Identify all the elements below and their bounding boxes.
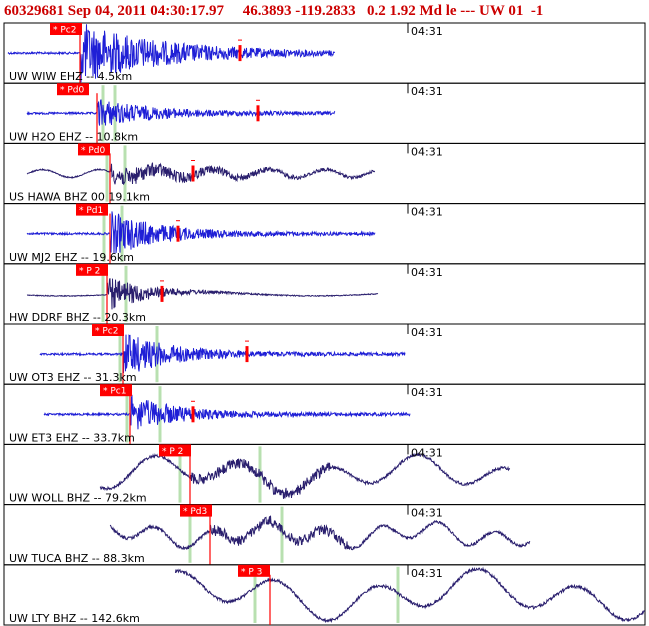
s-pick-marker[interactable]: [238, 45, 242, 62]
event-loc-code: le ---: [445, 3, 476, 19]
trace-panel[interactable]: * P 2 04:31 UW WOLL BHZ -- 79.2km: [3, 443, 646, 506]
pick-label: * Pd3: [183, 507, 207, 517]
station-label: UW H2O EHZ -- 10.8km: [9, 130, 138, 143]
waveform-trace: [43, 394, 411, 430]
event-network: UW: [479, 3, 505, 19]
event-mag-type: Md: [419, 3, 442, 19]
time-label: 04:31: [411, 507, 443, 520]
station-label: UW ET3 EHZ -- 33.7km: [9, 431, 135, 444]
pick-label-box[interactable]: [180, 504, 212, 517]
trace-panel[interactable]: * Pd0 04:31 US HAWA BHZ 00 19.1km: [3, 142, 646, 205]
station-label: HW DDRF BHZ -- 20.3km: [9, 311, 146, 324]
event-datetime: Sep 04, 2011 04:30:17.97: [67, 3, 225, 19]
pick-label: * Pd1: [79, 206, 103, 216]
pick-label-box[interactable]: [76, 203, 108, 216]
waveform-trace: [99, 451, 511, 499]
station-label: UW MJ2 EHZ -- 19.6km: [9, 251, 134, 264]
trace-panel[interactable]: * Pd0 04:31 UW H2O EHZ -- 10.8km: [3, 82, 646, 144]
trace-panel[interactable]: * P 3 04:31 UW LTY BHZ -- 142.6km: [3, 564, 646, 626]
trace-panel[interactable]: * Pd3 04:31 UW TUCA BHZ -- 88.3km: [3, 504, 646, 566]
station-label: UW OT3 EHZ -- 31.3km: [9, 371, 137, 384]
pick-label-box[interactable]: [50, 23, 82, 35]
time-label: 04:31: [411, 85, 443, 98]
event-version: 01: [508, 3, 524, 19]
pick-label: * P 3: [241, 567, 262, 577]
waveform-trace: [26, 162, 376, 185]
s-pick-marker[interactable]: [176, 225, 180, 242]
trace-panel[interactable]: * Pd1 04:31 UW MJ2 EHZ -- 19.6km: [3, 203, 646, 265]
pick-label-box[interactable]: [159, 444, 191, 457]
pick-label-box[interactable]: [78, 143, 110, 156]
pick-label-box[interactable]: [92, 324, 124, 336]
time-label: 04:31: [411, 567, 443, 580]
station-label: US HAWA BHZ 00 19.1km: [9, 191, 150, 204]
time-label: 04:31: [411, 326, 443, 339]
s-pick-marker[interactable]: [245, 346, 249, 363]
pick-label: * Pc2: [95, 327, 118, 337]
pick-label: * P 2: [79, 266, 100, 276]
s-pick-marker[interactable]: [160, 285, 164, 302]
event-depth: 0.2: [366, 3, 386, 19]
event-extra: -1: [530, 3, 544, 19]
waveform-trace: [39, 334, 406, 374]
waveform-trace: [26, 211, 376, 254]
pick-label-box[interactable]: [76, 263, 108, 276]
event-lon: -119.2833: [295, 3, 356, 19]
waveform-trace: [7, 24, 336, 83]
time-label: 04:31: [411, 386, 443, 399]
waveform-trace: [174, 566, 646, 624]
time-label: 04:31: [411, 25, 443, 38]
pick-label-box[interactable]: [100, 384, 132, 397]
pick-label: * P 2: [162, 447, 183, 457]
time-label: 04:31: [411, 446, 443, 459]
trace-panel[interactable]: * P 2 04:31 HW DDRF BHZ -- 20.3km: [3, 263, 646, 325]
event-magnitude: 1.92: [389, 3, 416, 19]
s-pick-marker[interactable]: [191, 165, 195, 182]
pick-label-box[interactable]: [57, 83, 89, 96]
event-id: 60329681: [4, 3, 64, 19]
panel-frame: [3, 564, 646, 626]
s-pick-marker[interactable]: [191, 406, 195, 423]
waveform-trace: [26, 278, 379, 310]
event-header: 60329681 Sep 04, 2011 04:30:17.97 46.389…: [4, 3, 543, 21]
trace-panel[interactable]: * Pc2 04:31 UW WIW EHZ -- 4.5km: [3, 22, 646, 84]
time-label: 04:31: [411, 145, 443, 158]
station-label: UW WOLL BHZ -- 79.2km: [9, 492, 147, 505]
pick-label: * Pd0: [81, 146, 106, 156]
station-label: UW TUCA BHZ -- 88.3km: [9, 552, 145, 565]
event-lat: 46.3893: [242, 3, 292, 19]
trace-panel[interactable]: * Pc1 04:31 UW ET3 EHZ -- 33.7km: [3, 383, 646, 445]
pick-label: * Pc2: [53, 26, 76, 36]
trace-panel[interactable]: * Pc2 04:31 UW OT3 EHZ -- 31.3km: [3, 323, 646, 385]
time-label: 04:31: [411, 266, 443, 279]
pick-label-box[interactable]: [238, 564, 270, 577]
waveform-trace: [26, 99, 336, 126]
s-pick-marker[interactable]: [256, 105, 260, 122]
pick-label: * Pd0: [60, 86, 85, 96]
waveform-trace: [109, 515, 531, 551]
station-label: UW WIW EHZ -- 4.5km: [9, 70, 132, 83]
pick-label: * Pc1: [103, 387, 126, 397]
station-label: UW LTY BHZ -- 142.6km: [9, 612, 140, 625]
time-label: 04:31: [411, 206, 443, 219]
